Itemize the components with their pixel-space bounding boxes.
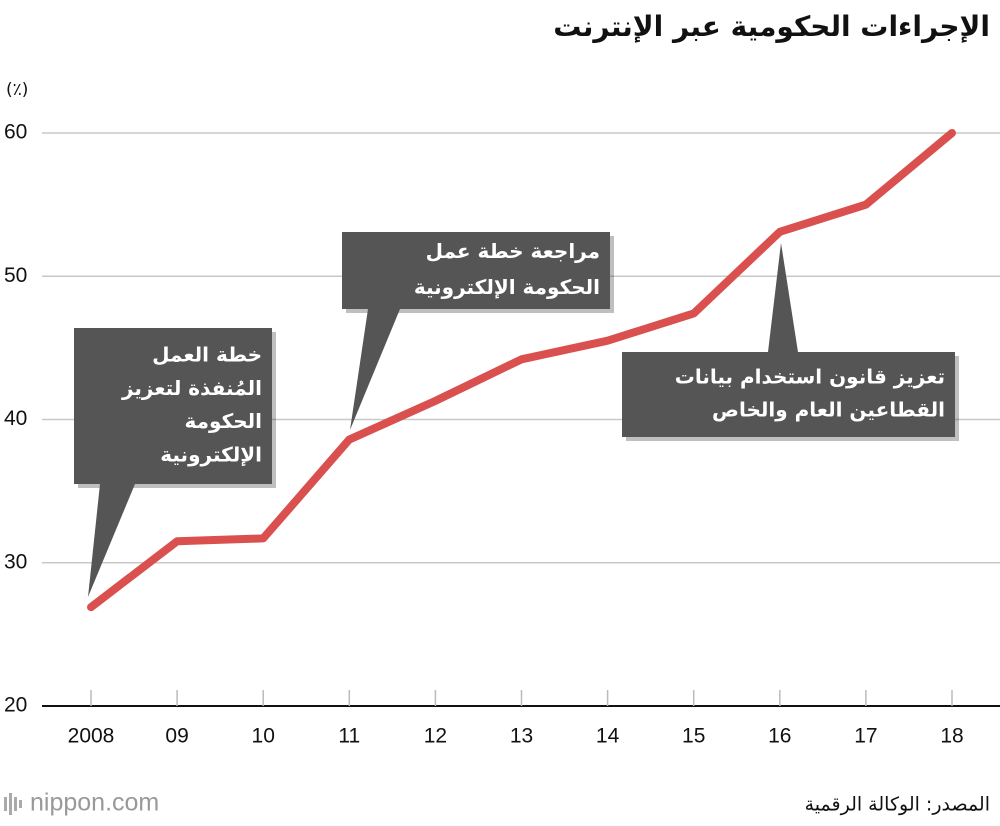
callout-pointer	[350, 309, 400, 430]
y-tick-label: 40	[4, 407, 27, 430]
x-tick-label: 12	[424, 725, 447, 748]
unit-label: (٪)	[6, 80, 28, 100]
x-tick-label: 18	[940, 725, 963, 748]
y-tick-label: 30	[4, 550, 27, 573]
logo: nippon.com	[30, 789, 159, 817]
callout-text: تعزيز قانون استخدام بيانات	[675, 365, 945, 389]
callout-text: المُنفذة لتعزيز	[121, 376, 262, 400]
callout-text: القطاعين العام والخاص	[712, 398, 945, 422]
callout-text: الحكومة	[185, 409, 262, 433]
x-tick-label: 15	[682, 725, 705, 748]
callout-text: مراجعة خطة عمل	[426, 239, 600, 263]
x-tick-label: 16	[768, 725, 791, 748]
x-tick-label: 10	[252, 725, 275, 748]
logo-icon	[4, 793, 22, 815]
callout-text: الإلكترونية	[160, 442, 262, 466]
x-tick-label: 09	[165, 725, 188, 748]
x-tick-label: 17	[854, 725, 877, 748]
y-tick-label: 60	[4, 121, 27, 144]
callout-box	[74, 328, 272, 484]
callout: مراجعة خطة عمل الحكومة الإلكترونية	[342, 232, 614, 430]
y-tick-label: 20	[4, 694, 27, 717]
callout: خطة العمل المُنفذة لتعزيز الحكومة الإلكترون…	[74, 328, 276, 597]
x-tick-label: 11	[338, 725, 360, 748]
callout-text: خطة العمل	[152, 343, 262, 367]
callout: تعزيز قانون استخدام بيانات القطاعين العام…	[622, 243, 959, 441]
x-tick-label: 2008	[68, 725, 115, 748]
callout-text: الحكومة الإلكترونية	[414, 275, 600, 299]
callout-pointer	[88, 484, 135, 597]
data-line	[87, 129, 956, 612]
chart-title: الإجراءات الحكومية عبر الإنترنت	[553, 10, 990, 43]
x-tick-label: 14	[596, 725, 620, 748]
callout-box	[622, 352, 955, 437]
callout-box	[342, 232, 610, 309]
y-tick-label: 50	[4, 264, 27, 287]
source: المصدر: الوكالة الرقمية	[805, 794, 990, 816]
x-tick-label: 13	[510, 725, 533, 748]
callout-pointer	[768, 243, 798, 352]
